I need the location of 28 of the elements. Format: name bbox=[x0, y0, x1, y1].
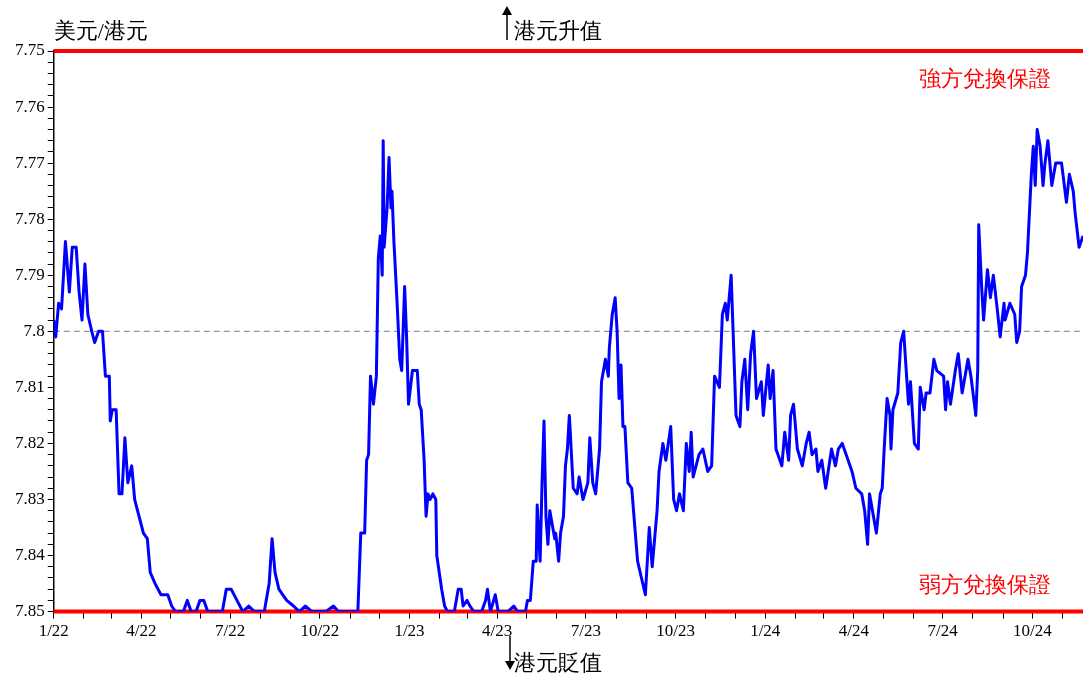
x-tick-label: 10/24 bbox=[1012, 621, 1053, 641]
y-tick-label: 7.8 bbox=[23, 320, 45, 340]
x-tick-label: 4/22 bbox=[126, 621, 157, 641]
x-tick-label: 1/23 bbox=[394, 621, 425, 641]
y-tick-label: 7.81 bbox=[15, 376, 45, 396]
x-tick-label: 4/23 bbox=[482, 621, 513, 641]
y-tick-label: 7.83 bbox=[15, 488, 45, 508]
y-tick-label: 7.84 bbox=[15, 545, 46, 565]
y-tick-label: 7.85 bbox=[15, 601, 45, 621]
x-tick-label: 10/22 bbox=[300, 621, 340, 641]
y-axis-title: 美元/港元 bbox=[53, 17, 148, 43]
x-tick-label: 10/23 bbox=[656, 621, 695, 641]
y-tick-label: 7.78 bbox=[15, 208, 45, 228]
ref-line-label: 強方兌換保證 bbox=[919, 65, 1051, 91]
x-tick-label: 4/24 bbox=[838, 621, 870, 641]
x-tick-label: 1/22 bbox=[38, 621, 69, 641]
y-tick-label: 7.77 bbox=[15, 152, 46, 172]
x-tick-label: 1/24 bbox=[750, 621, 781, 641]
y-tick-label: 7.79 bbox=[15, 264, 45, 284]
x-tick-label: 7/24 bbox=[927, 621, 959, 641]
y-tick-label: 7.75 bbox=[15, 40, 45, 60]
y-tick-label: 7.76 bbox=[15, 96, 45, 116]
x-tick-label: 7/22 bbox=[215, 621, 246, 641]
ref-line-label: 弱方兌換保證 bbox=[919, 572, 1051, 598]
text: 港元貶值 bbox=[514, 650, 603, 675]
x-tick-label: 7/23 bbox=[570, 621, 602, 641]
y-tick-label: 7.82 bbox=[15, 432, 45, 452]
text: 港元升值 bbox=[514, 17, 603, 43]
